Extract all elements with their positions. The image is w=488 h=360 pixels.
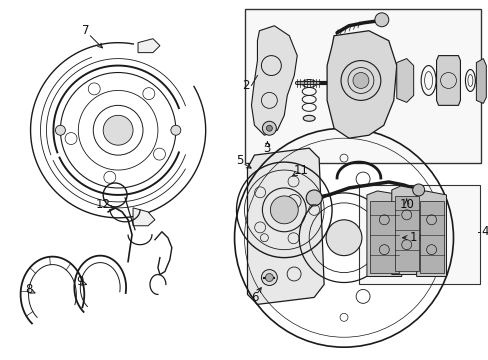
Text: 4: 4 bbox=[481, 225, 488, 238]
Polygon shape bbox=[394, 196, 418, 271]
Text: 5: 5 bbox=[235, 154, 243, 167]
Circle shape bbox=[325, 220, 361, 256]
Circle shape bbox=[103, 115, 133, 145]
Text: 1: 1 bbox=[409, 231, 417, 244]
Bar bbox=[244, 9, 480, 163]
Polygon shape bbox=[419, 201, 443, 273]
Circle shape bbox=[261, 270, 277, 285]
Text: 8: 8 bbox=[25, 283, 32, 296]
Text: 6: 6 bbox=[250, 291, 258, 304]
Bar bbox=[358, 185, 479, 284]
Polygon shape bbox=[369, 201, 398, 273]
Circle shape bbox=[55, 125, 65, 135]
Polygon shape bbox=[366, 191, 401, 276]
Polygon shape bbox=[138, 39, 160, 53]
Polygon shape bbox=[436, 55, 460, 105]
Polygon shape bbox=[416, 191, 446, 276]
Polygon shape bbox=[247, 148, 324, 305]
Circle shape bbox=[170, 125, 181, 135]
Circle shape bbox=[266, 125, 272, 131]
Text: 2: 2 bbox=[241, 79, 249, 92]
Text: 10: 10 bbox=[399, 198, 413, 211]
Polygon shape bbox=[475, 59, 486, 103]
Text: 11: 11 bbox=[293, 163, 308, 176]
Ellipse shape bbox=[303, 115, 314, 121]
Circle shape bbox=[374, 13, 388, 27]
Circle shape bbox=[270, 196, 298, 224]
Text: 7: 7 bbox=[81, 24, 89, 37]
Circle shape bbox=[262, 121, 276, 135]
Circle shape bbox=[305, 190, 322, 206]
Circle shape bbox=[352, 72, 368, 89]
Text: 3: 3 bbox=[262, 141, 269, 155]
Polygon shape bbox=[251, 26, 297, 135]
Polygon shape bbox=[396, 59, 413, 102]
Circle shape bbox=[265, 274, 273, 282]
Polygon shape bbox=[326, 31, 396, 138]
Text: 9: 9 bbox=[77, 275, 84, 288]
Circle shape bbox=[412, 184, 424, 196]
Polygon shape bbox=[391, 186, 421, 275]
Text: 12: 12 bbox=[96, 198, 110, 211]
Polygon shape bbox=[133, 208, 155, 226]
